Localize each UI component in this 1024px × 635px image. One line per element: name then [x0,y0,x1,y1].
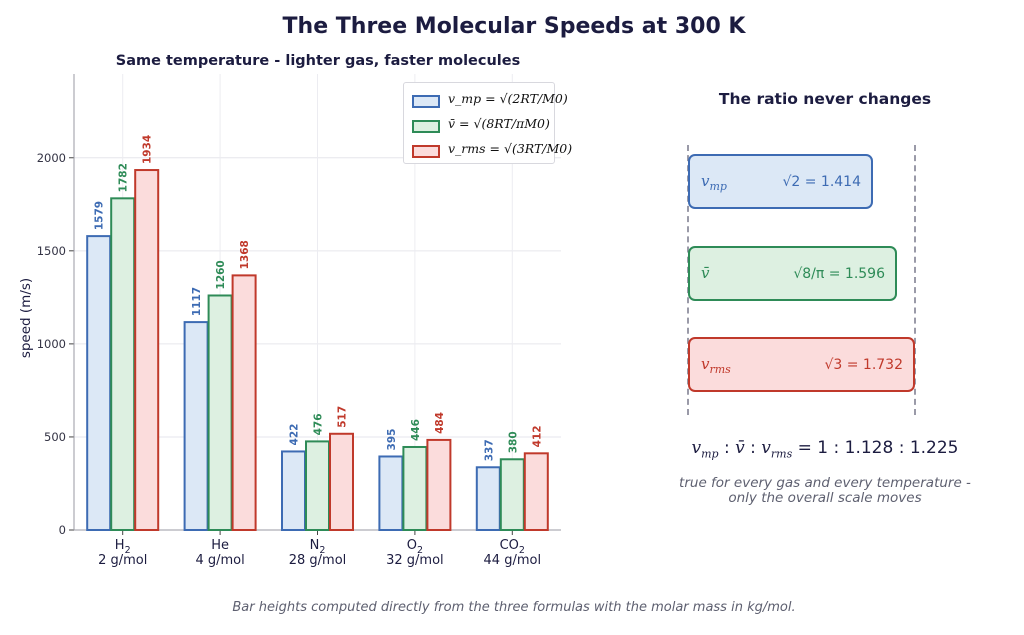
bar-value-label-vavg: 446 [410,419,422,441]
y-tick-label: 0 [59,523,66,537]
legend-swatch-vavg [412,120,440,133]
x-tick-label-formula: He [211,538,229,553]
x-tick-label-mass: 4 g/mol [195,553,244,568]
x-tick-label-formula: O2 [407,538,423,556]
ratio-equation: vmp : v̄ : vrms = 1 : 1.128 : 1.225 [691,438,959,461]
bar-value-label-vrms: 484 [434,412,446,434]
x-tick-label-formula: N2 [310,538,326,556]
bar-value-label-vrms: 1934 [142,135,154,164]
y-tick-label: 500 [44,430,66,444]
bar-vrms [523,452,549,532]
bar-vmp [475,466,501,531]
x-tick-label-mass: 2 g/mol [98,553,147,568]
ratio-box-vrms: vrms √3 = 1.732 [688,337,915,392]
bar-vavg [305,440,330,531]
ratio-value-vavg: √8/π = 1.596 [793,266,885,282]
ratio-value-vmp: √2 = 1.414 [782,174,861,190]
bar-value-label-vavg: 1260 [215,260,227,289]
legend-label-vrms: v_rms = √(3RT/M0) [448,141,573,156]
ratio-equation-values: 1 : 1.128 : 1.225 [817,438,959,458]
right-dashed-guide [914,145,916,415]
legend-swatch-vmp [412,95,440,108]
ratio-symbol-vavg: v̄ [701,264,710,282]
ratio-box-vavg: v̄ √8/π = 1.596 [688,246,897,301]
bar-value-label-vmp: 337 [483,439,495,461]
x-tick-label-mass: 44 g/mol [484,553,542,568]
legend: v_mp = √(2RT/M0) v̄ = √(8RT/πM0) v_rms =… [403,82,572,164]
ratio-symbol-vmp: vmp [701,172,727,193]
y-tick-label: 1500 [37,244,66,258]
bar-vavg [207,294,233,531]
bar-value-label-vavg: 476 [313,413,325,435]
x-tick-label-formula: H2 [115,538,131,556]
footnote: Bar heights computed directly from the t… [232,600,796,615]
main-title: The Three Molecular Speeds at 300 K [282,14,746,39]
legend-item-vrms: v_rms = √(3RT/M0) [412,141,572,161]
ratio-box-vmp: vmp √2 = 1.414 [688,154,873,209]
legend-label-vmp: v_mp = √(2RT/M0) [448,91,568,106]
bar-layer [86,169,549,532]
legend-item-vmp: v_mp = √(2RT/M0) [412,91,568,111]
bar-vavg [402,445,428,531]
x-tick-label-formula: CO2 [500,538,525,556]
ratio-symbol-vrms: vrms [701,355,731,376]
bar-vmp [86,235,112,532]
y-tick-label: 1000 [37,337,66,351]
ratio-note-line2: only the overall scale moves [728,490,922,506]
bar-value-label-vrms: 1368 [239,240,251,269]
bar-value-label-vavg: 1782 [118,163,130,192]
chart-title: Same temperature - lighter gas, faster m… [116,53,520,69]
bar-chart: Same temperature - lighter gas, faster m… [18,53,561,568]
x-tick-label-mass: 28 g/mol [289,553,347,568]
x-tick-label-mass: 32 g/mol [386,553,444,568]
label-layer: 1579 1782 1934 1117 1260 1368 422 476 517 395 446 4… [94,135,544,461]
bar-value-label-vmp: 1117 [191,287,203,316]
legend-label-vavg: v̄ = √(8RT/πM0) [448,116,550,131]
bar-vrms [231,274,257,531]
ratio-value-vrms: √3 = 1.732 [824,357,903,373]
bar-vmp [281,450,306,531]
legend-swatch-vrms [412,145,440,158]
bar-value-label-vavg: 380 [507,431,519,453]
bar-value-label-vmp: 395 [386,429,398,451]
bar-vrms [329,432,354,531]
bar-value-label-vmp: 1579 [94,201,106,230]
y-tick-label: 2000 [37,151,66,165]
bar-value-label-vrms: 517 [337,406,349,428]
legend-item-vavg: v̄ = √(8RT/πM0) [412,116,552,136]
bar-vrms [134,169,160,531]
bar-vavg [499,458,525,531]
bar-vmp [378,455,404,531]
bar-value-label-vrms: 412 [531,425,543,447]
bar-vavg [110,197,136,531]
bar-vrms [426,438,452,532]
ratio-panel-title: The ratio never changes [718,90,932,108]
ratio-note: true for every gas and every temperature… [640,476,1010,506]
y-axis-label: speed (m/s) [18,278,34,358]
bar-vmp [183,321,209,531]
bar-value-label-vmp: 422 [289,424,301,446]
ratio-note-line1: true for every gas and every temperature… [679,475,971,491]
